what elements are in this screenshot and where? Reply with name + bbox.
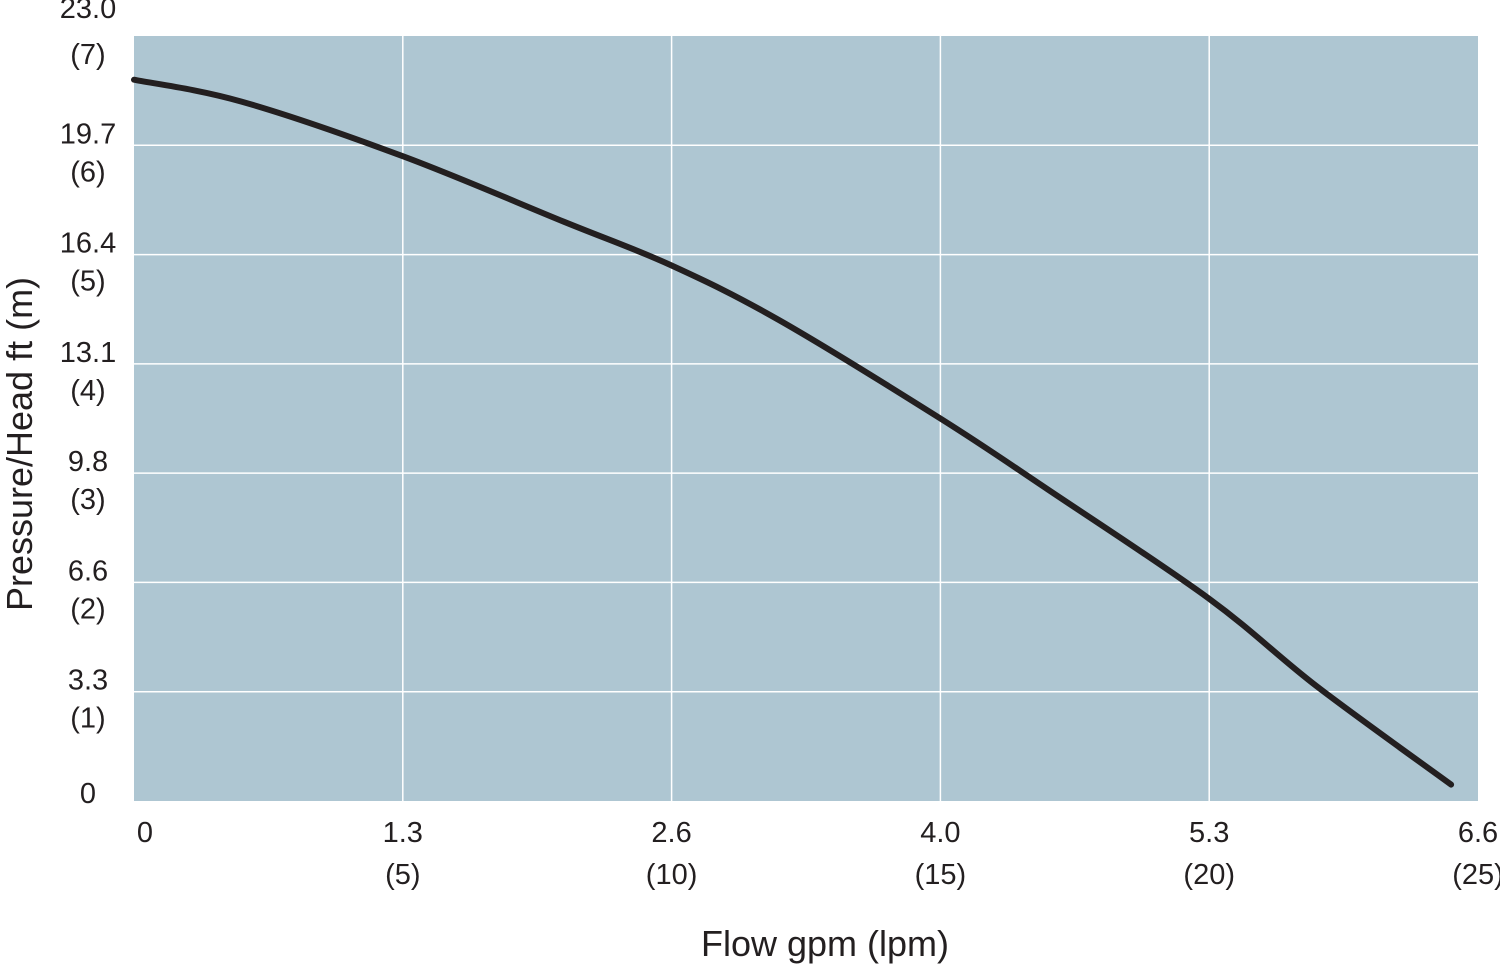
grid-lines bbox=[134, 36, 1478, 801]
x-tick-sublabel: (10) bbox=[646, 859, 698, 891]
x-axis-title: Flow gpm (lpm) bbox=[701, 923, 949, 964]
x-tick-sublabel: (15) bbox=[915, 859, 967, 891]
y-axis-ticks: 0 3.3 (1) 6.6 (2) 9.8 (3) 13.1 (4) 16.4 (5) 19.7 (6)… bbox=[60, 0, 116, 810]
y-tick-sublabel: (4) bbox=[70, 375, 105, 407]
y-tick-label: 13.1 bbox=[60, 337, 116, 369]
y-tick-label: 16.4 bbox=[60, 228, 116, 260]
x-tick-label: 4.0 bbox=[920, 817, 960, 849]
plot-area bbox=[134, 36, 1478, 801]
y-tick-sublabel: (2) bbox=[70, 593, 105, 625]
y-tick-label: 19.7 bbox=[60, 118, 116, 150]
y-tick-label: 23.0 bbox=[60, 0, 116, 25]
y-axis-title: Pressure/Head ft (m) bbox=[0, 277, 40, 611]
x-tick-label: 6.6 bbox=[1458, 817, 1498, 849]
x-tick-label: 1.3 bbox=[383, 817, 423, 849]
x-axis-ticks: 0 1.3 (5) 2.6 (10) 4.0 (15) 5.3 (20) 6.6 (25) bbox=[137, 817, 1500, 891]
y-tick-label: 9.8 bbox=[68, 446, 108, 478]
x-tick-sublabel: (5) bbox=[385, 859, 420, 891]
x-tick-sublabel: (20) bbox=[1183, 859, 1235, 891]
x-tick-sublabel: (25) bbox=[1452, 859, 1500, 891]
y-tick-label: 6.6 bbox=[68, 555, 108, 587]
pressure-flow-curve bbox=[131, 76, 1455, 788]
y-tick-sublabel: (7) bbox=[70, 39, 105, 71]
y-tick-sublabel: (6) bbox=[70, 156, 105, 188]
y-tick-label: 3.3 bbox=[68, 665, 108, 697]
y-tick-label: 0 bbox=[80, 778, 96, 810]
x-tick-label: 5.3 bbox=[1189, 817, 1229, 849]
y-tick-sublabel: (1) bbox=[70, 703, 105, 735]
x-tick-label: 2.6 bbox=[651, 817, 691, 849]
y-tick-sublabel: (3) bbox=[70, 484, 105, 516]
x-tick-label: 0 bbox=[137, 817, 153, 849]
y-tick-sublabel: (5) bbox=[70, 266, 105, 298]
